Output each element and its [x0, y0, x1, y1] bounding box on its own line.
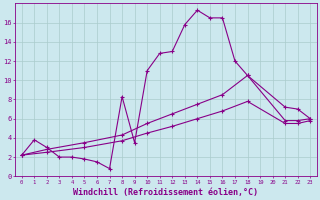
X-axis label: Windchill (Refroidissement éolien,°C): Windchill (Refroidissement éolien,°C) [74, 188, 259, 197]
